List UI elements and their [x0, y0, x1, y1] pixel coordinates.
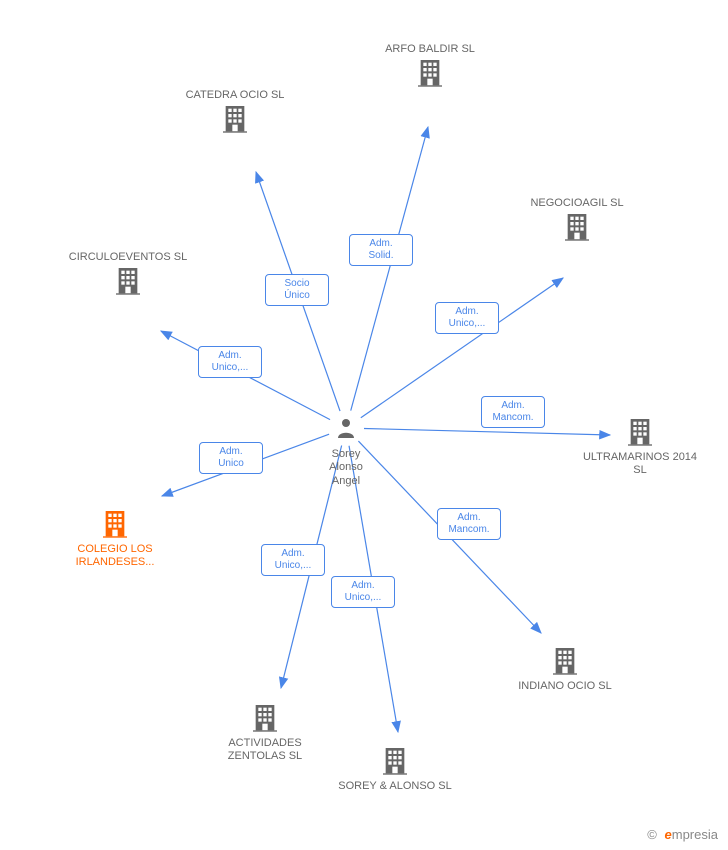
company-label: ARFO BALDIR SL: [370, 43, 490, 56]
edge-line: [364, 428, 610, 435]
company-node-catedra[interactable]: CATEDRA OCIO SL: [175, 89, 295, 138]
edge-label: Socio Único: [265, 274, 329, 306]
company-label: ULTRAMARINOS 2014 SL: [580, 451, 700, 477]
company-node-arfo[interactable]: ARFO BALDIR SL: [370, 43, 490, 92]
logo-highlight: e: [665, 827, 672, 842]
edge-line: [351, 127, 428, 411]
company-node-sorey[interactable]: SOREY & ALONSO SL: [335, 744, 455, 793]
company-label: CIRCULOEVENTOS SL: [68, 251, 188, 264]
center-label: Sorey Alonso Angel: [316, 448, 376, 488]
company-node-negocioagil[interactable]: NEGOCIOAGIL SL: [517, 197, 637, 246]
edge-label: Adm. Unico,...: [331, 576, 395, 608]
company-label: ACTIVIDADES ZENTOLAS SL: [205, 737, 325, 763]
edge-label: Adm. Solid.: [349, 234, 413, 266]
watermark: © empresia: [647, 827, 718, 842]
company-label: CATEDRA OCIO SL: [175, 89, 295, 102]
edge-label: Adm. Unico,...: [261, 544, 325, 576]
center-person-node[interactable]: Sorey Alonso Angel: [316, 416, 376, 488]
edge-label: Adm. Unico: [199, 442, 263, 474]
edge-label: Adm. Mancom.: [481, 396, 545, 428]
company-label: COLEGIO LOS IRLANDESES...: [55, 543, 175, 569]
logo-rest: mpresia: [672, 827, 718, 842]
company-label: INDIANO OCIO SL: [505, 680, 625, 693]
edge-label: Adm. Unico,...: [198, 346, 262, 378]
company-node-actividades[interactable]: ACTIVIDADES ZENTOLAS SL: [205, 701, 325, 764]
edge-label: Adm. Mancom.: [437, 508, 501, 540]
copyright-symbol: ©: [647, 827, 657, 842]
company-node-colegio[interactable]: COLEGIO LOS IRLANDESES...: [55, 507, 175, 570]
company-label: NEGOCIOAGIL SL: [517, 197, 637, 210]
edge-label: Adm. Unico,...: [435, 302, 499, 334]
company-label: SOREY & ALONSO SL: [335, 780, 455, 793]
company-node-ultramarinos[interactable]: ULTRAMARINOS 2014 SL: [580, 415, 700, 478]
company-node-circuloeventos[interactable]: CIRCULOEVENTOS SL: [68, 251, 188, 300]
company-node-indiano[interactable]: INDIANO OCIO SL: [505, 644, 625, 693]
